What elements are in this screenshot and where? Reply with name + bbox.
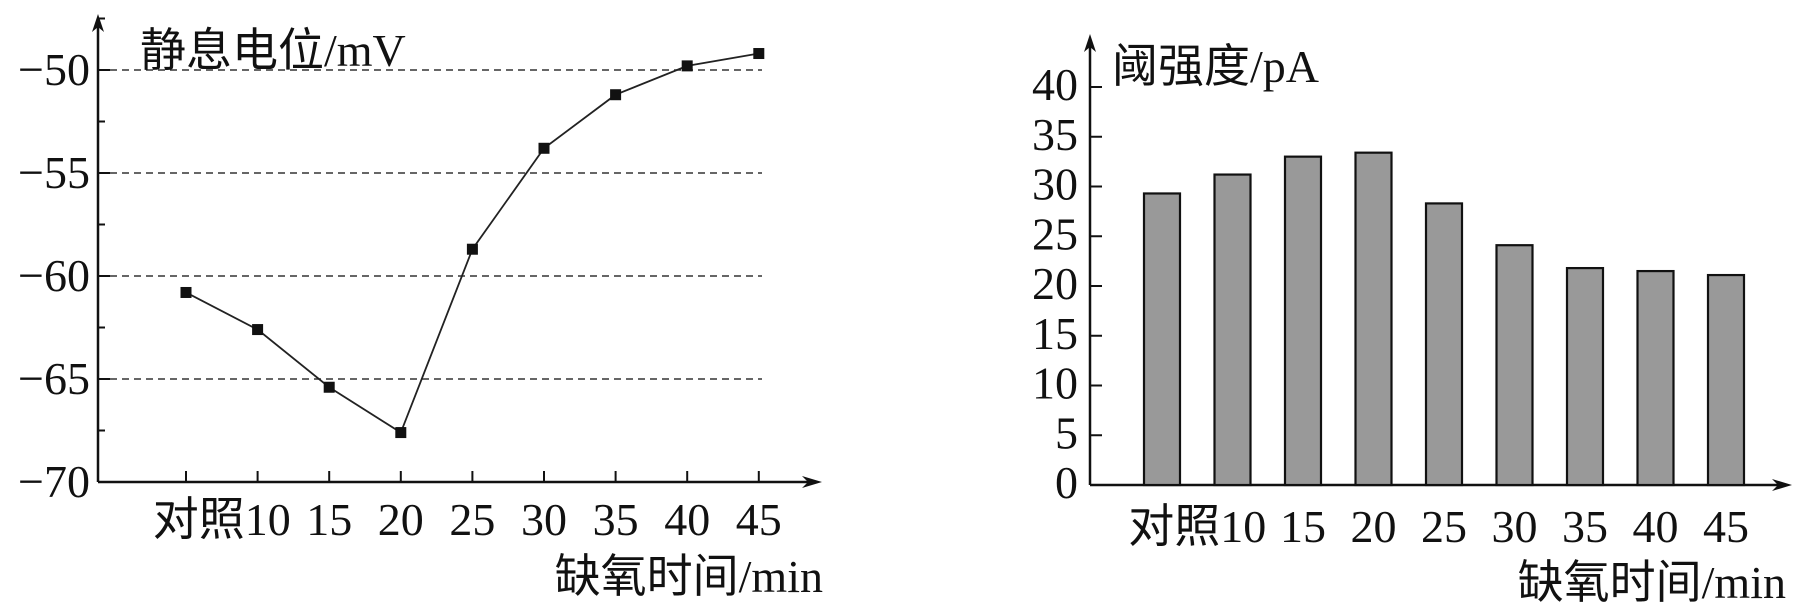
line-chart-marker — [252, 324, 264, 336]
line-chart-x-tick-label: 45 — [736, 494, 782, 545]
bar-chart-x-tick-label: 40 — [1633, 501, 1679, 552]
line-chart-x-tick-label: 40 — [664, 494, 710, 545]
line-chart-y-axis-arrow — [92, 14, 104, 32]
bar-chart-bar — [1142, 192, 1182, 487]
resting-potential-line — [185, 52, 759, 434]
line-chart-markers — [180, 48, 765, 439]
bar-chart-x-axis-arrow — [1772, 479, 1792, 491]
line-chart-y-tick-label: −65 — [18, 353, 90, 404]
line-chart-y-tick-label: −60 — [18, 250, 90, 301]
line-chart-x-tick-label: 25 — [449, 494, 495, 545]
bar-chart-y-tick-label: 20 — [1032, 258, 1078, 309]
line-chart-y-tick-label: −50 — [18, 44, 90, 95]
line-chart-gridlines — [98, 69, 762, 380]
bar-chart-y-tick-label: 30 — [1032, 159, 1078, 210]
bar-chart-bar — [1354, 151, 1393, 487]
line-chart-x-axis-title: 缺氧时间/min — [555, 551, 823, 602]
line-chart-marker — [681, 60, 693, 72]
bar-chart-x-tick-label: 35 — [1562, 501, 1608, 552]
line-chart-y-tick-label: −55 — [18, 147, 90, 198]
bar-chart-y-tick-label: 5 — [1055, 407, 1078, 458]
bar-chart-bar — [1706, 273, 1746, 487]
bar-chart-bar — [1495, 244, 1534, 487]
bar-chart-y-tick-label: 35 — [1032, 109, 1078, 160]
line-chart-y-ticks: −45−50−55−60−65−70 — [18, 17, 110, 507]
line-chart-x-tick-label: 30 — [521, 494, 567, 545]
bar-chart-y-axis-title: 阈强度/pA — [1112, 41, 1319, 92]
line-chart-y-axis-title: 静息电位/mV — [140, 25, 406, 76]
line-chart-marker — [753, 48, 765, 60]
bar-chart-x-axis-title: 缺氧时间/min — [1518, 557, 1786, 608]
line-chart-marker — [538, 142, 550, 154]
line-chart-x-tick-label: 35 — [593, 494, 639, 545]
bar-chart-bar — [1565, 266, 1605, 487]
line-chart-marker — [180, 286, 192, 298]
bar-chart-x-tick-label: 25 — [1421, 501, 1467, 552]
bar-chart-x-tick-label: 20 — [1351, 501, 1397, 552]
bar-chart-y-tick-label: 0 — [1055, 457, 1078, 508]
bar-chart-y-tick-label: 15 — [1032, 308, 1078, 359]
line-chart-y-tick-label: −70 — [18, 456, 90, 507]
bar-chart-x-tick-label: 15 — [1280, 501, 1326, 552]
line-chart-marker — [466, 243, 478, 255]
line-chart-marker — [610, 89, 622, 101]
bar-chart-bar — [1636, 269, 1675, 487]
bar-chart-x-tick-label: 对照10 — [1128, 501, 1266, 552]
bar-chart-bar — [1213, 173, 1252, 487]
bar-chart-x-tick-label: 30 — [1492, 501, 1538, 552]
bar-chart-y-tick-label: 25 — [1032, 208, 1078, 259]
line-chart-marker — [323, 381, 335, 393]
line-chart-x-tick-label: 对照10 — [153, 494, 291, 545]
bar-chart-x-tick-label: 45 — [1703, 501, 1749, 552]
line-chart-x-tick-label: 15 — [306, 494, 352, 545]
line-chart-marker — [395, 427, 407, 439]
line-chart-x-ticks: 对照10 15 20 25 30 35 40 45 — [153, 471, 782, 545]
bar-chart-y-tick-label: 40 — [1032, 59, 1078, 110]
bar-chart-y-axis-arrow — [1084, 34, 1096, 52]
bar-chart-y-tick-label: 10 — [1032, 358, 1078, 409]
bar-chart-bar — [1424, 202, 1464, 487]
bar-chart-bar — [1283, 155, 1323, 487]
line-chart-x-tick-label: 20 — [378, 494, 424, 545]
bar-chart-bars — [1142, 151, 1746, 487]
line-chart-x-axis-arrow — [802, 476, 822, 488]
bar-chart-x-ticks: 对照10 15 20 25 30 35 40 45 — [1128, 501, 1749, 552]
